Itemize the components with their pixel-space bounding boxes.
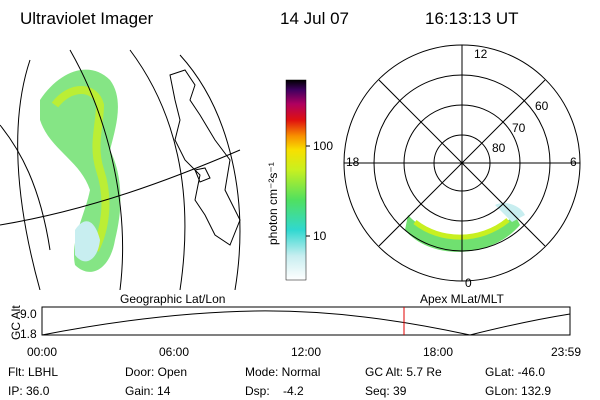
footer-field: GLon: 132.9 (485, 384, 551, 398)
colorbar-tick: 100 (313, 139, 333, 153)
footer-field: Flt: LBHL (8, 365, 58, 379)
footer-field: IP: 36.0 (8, 384, 50, 398)
footer-field: GC Alt: 5.7 Re (365, 365, 442, 379)
mlt-label: 0 (465, 276, 472, 290)
time-tick: 06:00 (159, 345, 189, 359)
colorbar-tick: 10 (313, 229, 327, 243)
footer-field: Gain: 14 (125, 384, 171, 398)
footer-field: Seq: 39 (365, 384, 407, 398)
date: 14 Jul 07 (280, 9, 349, 28)
footer-field: GLat: -46.0 (485, 365, 545, 379)
time-tick: 23:59 (551, 345, 581, 359)
altitude-tick: 1.8 (20, 327, 37, 341)
footer-field: Mode: Normal (245, 365, 320, 379)
altitude-tick: 9.0 (20, 307, 37, 321)
footer: Flt: LBHL Door: Open Mode: Normal GC Alt: 5… (8, 365, 551, 398)
mlat-label: 60 (535, 99, 549, 113)
mlt-label: 12 (474, 47, 488, 61)
altitude-label: GC Alt (9, 305, 23, 340)
mlt-label: 18 (346, 155, 360, 169)
polar-plot: 12 18 6 0 60 70 80 (343, 44, 581, 290)
polar-label: Apex MLat/MLT (420, 292, 504, 306)
colorbar: 100 10 photon cm⁻²s⁻¹ (266, 79, 333, 281)
colorbar-label: photon cm⁻²s⁻¹ (266, 162, 280, 245)
mlt-label: 6 (570, 155, 577, 169)
time: 16:13:13 UT (425, 9, 519, 28)
map-image (0, 49, 241, 290)
map-label: Geographic Lat/Lon (120, 292, 225, 306)
footer-field: Dsp: -4.2 (245, 384, 304, 398)
mlat-label: 70 (512, 121, 526, 135)
footer-field: Door: Open (125, 365, 187, 379)
header: Ultraviolet Imager 14 Jul 07 16:13:13 UT (20, 9, 519, 28)
altitude-plot: GC Alt 9.0 1.8 00:00 06:00 12:00 18:00 2… (9, 305, 581, 359)
instrument: Ultraviolet Imager (20, 9, 154, 28)
time-tick: 12:00 (291, 345, 321, 359)
time-tick: 00:00 (27, 345, 57, 359)
time-tick: 18:00 (423, 345, 453, 359)
mlat-label: 80 (492, 141, 506, 155)
